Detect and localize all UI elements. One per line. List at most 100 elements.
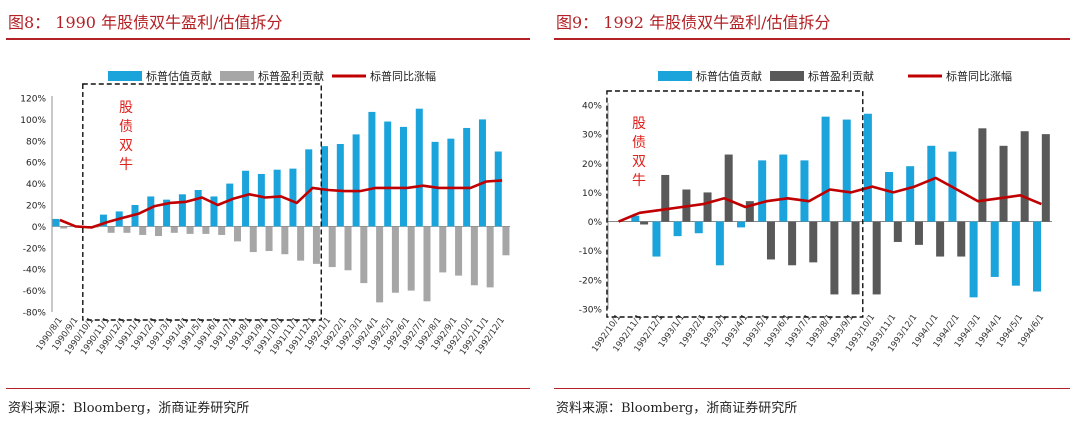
source-note: 资料来源：Bloomberg，浙商证券研究所 [8, 401, 250, 416]
earnings-bar [391, 226, 399, 293]
valuation-bar [415, 108, 423, 227]
return-line [59, 179, 503, 229]
valuation-bar [447, 138, 455, 227]
annotation-char: 债 [119, 119, 133, 135]
valuation-bar [431, 141, 439, 227]
y-tick-label: 30% [582, 131, 602, 141]
valuation-bar [478, 119, 486, 227]
earnings-bar [360, 226, 368, 284]
y-tick-label: 20% [26, 202, 46, 212]
earnings-bar [766, 221, 775, 260]
earnings-bar [893, 221, 902, 242]
valuation-bar [289, 168, 297, 227]
valuation-bar [694, 221, 703, 234]
earnings-bar [486, 226, 494, 288]
earnings-bar [745, 201, 754, 222]
earnings-bar [423, 226, 431, 302]
legend-swatch [770, 71, 804, 81]
earnings-bar [809, 221, 818, 263]
source-note: 资料来源：Bloomberg，浙商证券研究所 [556, 401, 798, 416]
y-tick-label: 60% [26, 159, 46, 169]
y-tick-label: -20% [579, 276, 603, 286]
y-tick-label: 20% [582, 160, 602, 170]
valuation-bar [673, 221, 682, 237]
figure-9-panel: 图9： 1992 年股债双牛盈利/估值拆分 标普估值贡献 标普盈利贡献 标普同比涨幅… [548, 0, 1080, 425]
source-divider [6, 388, 530, 389]
annotation-char: 股 [632, 116, 646, 132]
earnings-bar [957, 221, 966, 257]
title-divider [554, 38, 1070, 40]
earnings-bar [312, 226, 320, 264]
earnings-bar [281, 226, 289, 255]
valuation-bar [399, 126, 407, 227]
earnings-bar [155, 226, 163, 237]
legend-label: 标普估值贡献 [146, 69, 212, 83]
earnings-bar [202, 226, 210, 234]
valuation-bar [305, 149, 313, 227]
y-tick-label: 0% [588, 218, 603, 228]
earnings-bar [936, 221, 945, 257]
valuation-bar [758, 160, 767, 222]
earnings-bar [60, 226, 68, 229]
legend-label: 标普盈利贡献 [258, 69, 324, 83]
annotation-char: 双 [632, 154, 646, 170]
figure-8-chart: 标普估值贡献 标普盈利贡献 标普同比涨幅 -80% -60% -40% -20% 0% 20% 4… [20, 69, 510, 357]
valuation-bar [842, 119, 851, 222]
valuation-bar [631, 215, 640, 222]
earnings-bar [1020, 131, 1029, 222]
earnings-bar [470, 226, 478, 286]
valuation-bar [1011, 221, 1020, 286]
earnings-bar [170, 226, 178, 233]
legend-label: 标普估值贡献 [696, 69, 762, 83]
earnings-bar [328, 226, 336, 268]
source-divider [554, 388, 1070, 389]
earnings-bar [978, 128, 987, 222]
earnings-bar [186, 226, 194, 234]
valuation-bar [990, 221, 999, 277]
valuation-bar [969, 221, 978, 298]
earnings-bar [661, 174, 670, 222]
earnings-bar [439, 226, 447, 273]
valuation-bar [194, 190, 202, 227]
valuation-bar [163, 199, 171, 227]
valuation-bar [885, 172, 894, 222]
return-line [618, 176, 1042, 223]
earnings-bar [376, 226, 384, 303]
earnings-bar [703, 192, 712, 222]
earnings-bar [107, 226, 115, 233]
y-tick-label: 120% [20, 95, 46, 105]
annotation-char: 债 [632, 135, 646, 151]
valuation-bar [906, 166, 915, 222]
earnings-bar [265, 226, 273, 252]
figure-9-chart: 标普估值贡献 标普盈利贡献 标普同比涨幅 -30% -20% -10% 0% 10% 20% 30… [579, 69, 1052, 354]
valuation-bar [715, 221, 724, 266]
figure-title: 图8： 1990 年股债双牛盈利/估值拆分 [8, 13, 283, 32]
legend-label: 标普同比涨幅 [370, 69, 436, 83]
valuation-bar [927, 145, 936, 222]
figure-8-panel: 图8： 1990 年股债双牛盈利/估值拆分 标普估值贡献 标普盈利贡献 标普同比涨幅… [6, 13, 530, 416]
y-tick-label: 80% [26, 137, 46, 147]
valuation-bar [178, 194, 186, 227]
earnings-bar [297, 226, 305, 261]
valuation-bar [384, 121, 392, 227]
y-tick-label: 40% [582, 102, 602, 112]
valuation-bar [242, 170, 250, 227]
earnings-bar [455, 226, 463, 276]
valuation-bar [779, 154, 788, 222]
title-divider [6, 38, 530, 40]
y-tick-label: -10% [579, 247, 603, 257]
annotation-char: 牛 [119, 157, 133, 173]
highlight-box [606, 90, 864, 318]
earnings-bar [1041, 134, 1050, 222]
annotation-char: 牛 [632, 173, 646, 189]
valuation-bar [368, 111, 376, 227]
valuation-bar [273, 169, 281, 227]
valuation-bar [257, 173, 265, 227]
legend-swatch [108, 71, 142, 81]
earnings-bar [233, 226, 241, 242]
valuation-bar [863, 113, 872, 222]
valuation-bar [463, 127, 471, 227]
earnings-bar [123, 226, 131, 233]
earnings-bar [640, 221, 649, 225]
valuation-bar [226, 183, 234, 227]
